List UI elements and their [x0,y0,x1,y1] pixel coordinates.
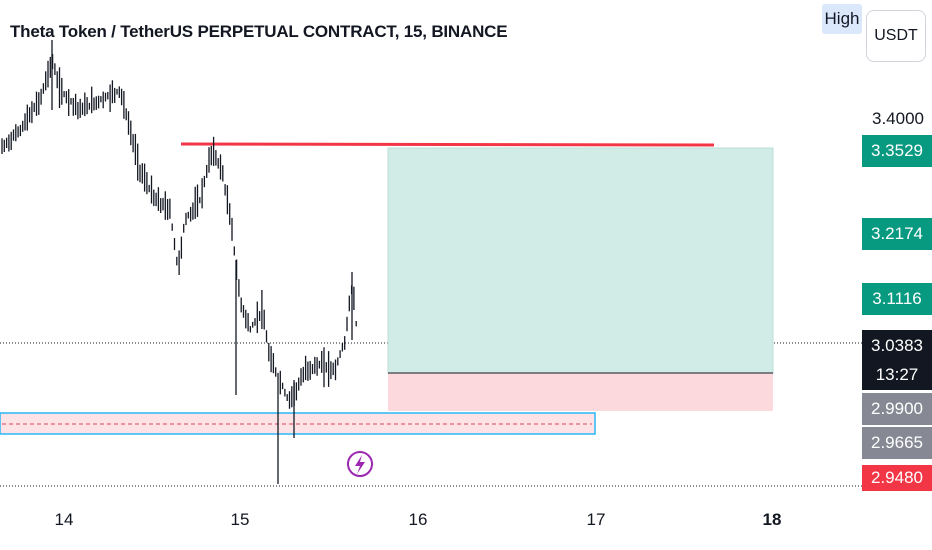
time-label-15: 15 [230,510,250,529]
price-tag-entry: 2.9900 [862,393,932,425]
price-tag-level-3: 3.1116 [862,283,932,315]
price-tag-level-2: 3.2174 [862,218,932,250]
time-label-16: 16 [408,510,428,529]
resistance-line[interactable] [180,142,715,147]
time-label-18: 18 [762,510,782,529]
high-button[interactable]: High [822,4,862,34]
price-scale-label: 3.4000 [872,109,924,128]
price-tag-current: 3.0383 [862,330,932,362]
profit-zone[interactable] [387,147,774,374]
symbol-title[interactable]: Theta Token / TetherUS PERPETUAL CONTRAC… [10,22,508,41]
currency-button[interactable]: USDT [866,10,926,62]
time-label-17: 17 [586,510,606,529]
price-tag-stop: 2.9480 [862,465,932,491]
time-label-14: 14 [54,510,74,529]
candlestick-series [1,40,357,484]
loss-zone[interactable] [388,373,773,411]
price-tag-support: 2.9665 [862,427,932,459]
price-tag-target: 3.3529 [862,135,932,167]
lightning-bolt-icon[interactable] [347,451,373,477]
bar-countdown: 13:27 [862,360,932,390]
